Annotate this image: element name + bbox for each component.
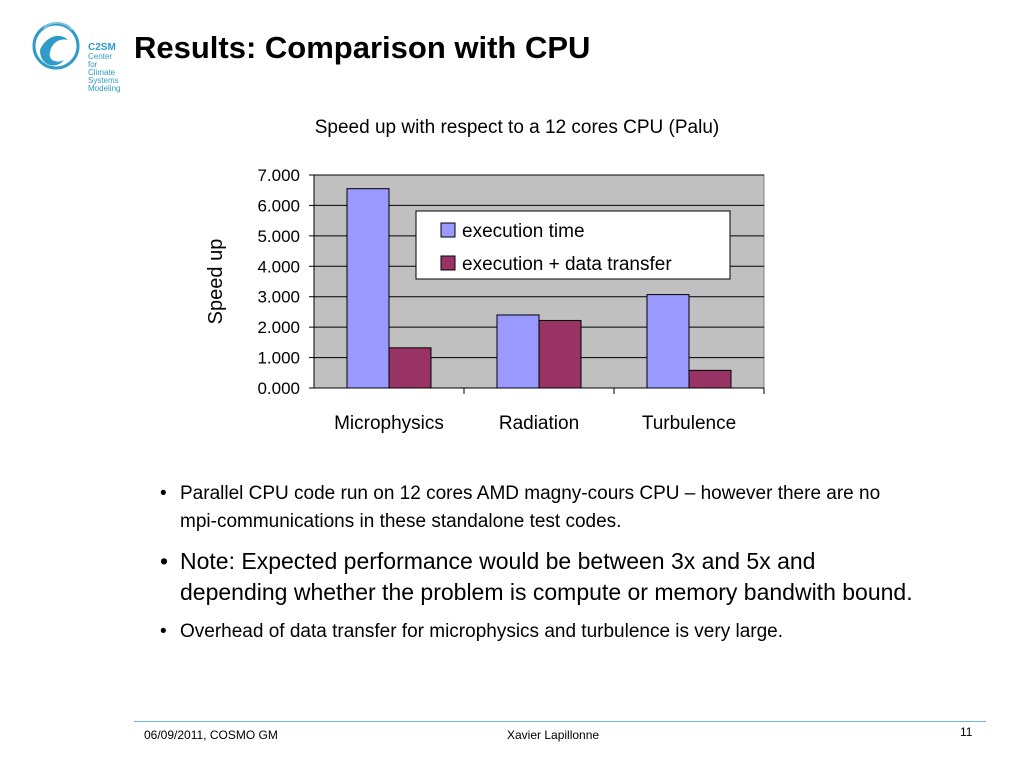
bar [496,314,540,389]
logo-name: C2SM [88,42,116,53]
speedup-bar-chart: Speed up with respect to a 12 cores CPU … [205,117,765,434]
logo-text: C2SM Center for Climate Systems Modeling [88,42,122,93]
bullet-marker: • [160,621,167,642]
bar [388,347,432,389]
x-tick-labels: Microphysics Radiation Turbulence [334,413,736,434]
legend-label: execution time [462,221,585,242]
y-tick-label: 5.000 [257,227,300,246]
legend-box [415,210,731,280]
logo-line2: Systems Modeling [88,76,121,93]
y-axis-label: Speed up [205,239,227,325]
bar [538,319,582,389]
legend-swatch [440,222,456,238]
bullet-item: • Overhead of data transfer for microphy… [160,618,920,646]
y-tick-label: 3.000 [257,288,300,307]
chart-title: Speed up with respect to a 12 cores CPU … [315,117,719,138]
bar [346,188,390,389]
y-tick-label: 4.000 [257,257,300,276]
y-tick-label: 1.000 [257,349,300,368]
footer-divider [134,721,986,722]
page-number: 11 [960,725,973,739]
bar [688,369,732,389]
x-tick-label: Turbulence [642,413,736,434]
bar [646,294,690,389]
y-tick-label: 0.000 [257,379,300,398]
wave-logo-icon [32,22,80,70]
y-tick-label: 7.000 [257,166,300,185]
legend-label: execution + data transfer [462,254,672,275]
legend-swatch [440,255,456,271]
c2sm-logo: C2SM Center for Climate Systems Modeling [30,14,122,93]
bars [346,188,732,389]
y-tick-labels: 0.000 1.000 2.000 3.000 4.000 5.000 6.000 7.000 [257,166,300,398]
bullet-text: Parallel CPU code run on 12 cores AMD ma… [180,483,881,532]
bullet-marker: • [160,548,169,574]
bullet-item: • Note: Expected performance would be be… [160,546,920,608]
axes [309,174,765,394]
footer-author: Xavier Lapillonne [507,728,600,742]
chart-legend: execution time execution + data transfer [415,210,731,280]
bullet-text: Note: Expected performance would be betw… [180,548,913,605]
logo-line1: Center for Climate [88,52,116,77]
bullet-text: Overhead of data transfer for microphysi… [180,621,784,642]
bullet-list: • Parallel CPU code run on 12 cores AMD … [160,480,920,656]
x-tick-label: Radiation [499,413,579,434]
bullet-item: • Parallel CPU code run on 12 cores AMD … [160,480,920,536]
bullet-marker: • [160,483,167,504]
x-tick-label: Microphysics [334,413,444,434]
y-tick-label: 6.000 [257,196,300,215]
slide-title: Results: Comparison with CPU [134,30,591,65]
y-tick-label: 2.000 [257,318,300,337]
footer-date: 06/09/2011, COSMO GM [144,728,278,742]
